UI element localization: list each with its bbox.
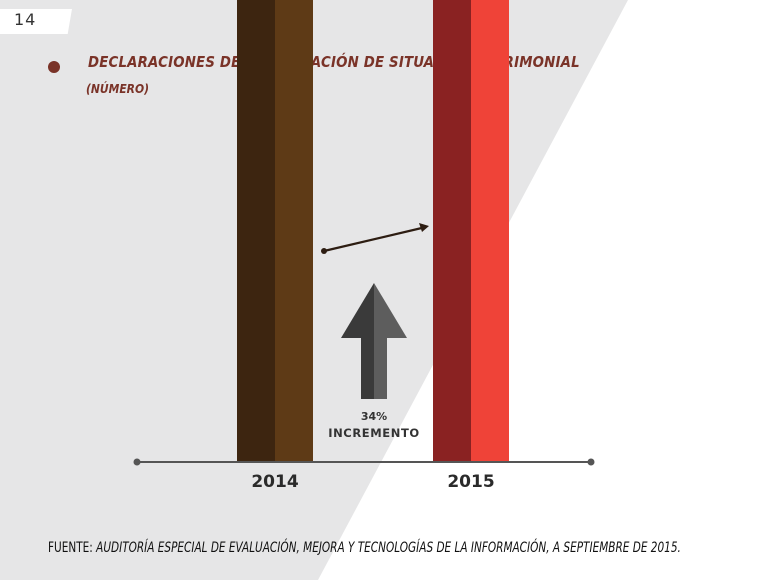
bars-group: 2,12220142,8372015 — [237, 0, 509, 492]
bar-2015-right-face — [471, 0, 509, 462]
increase-percent: 34% — [361, 410, 387, 423]
bar-2014-left-face — [237, 0, 275, 462]
page-number-tab — [0, 9, 72, 34]
increase-text: INCREMENTO — [328, 426, 420, 440]
chart-subtitle: (NÚMERO) — [86, 81, 150, 96]
bar-2014-right-face — [275, 0, 313, 462]
bar-2015-left-face — [433, 0, 471, 462]
page-number: 14 — [14, 10, 37, 29]
trend-connector — [321, 223, 429, 254]
up-arrow-icon — [341, 283, 407, 399]
title-bullet — [48, 61, 60, 73]
x-axis-end-dot — [587, 458, 595, 466]
source-text: AUDITORÍA ESPECIAL DE EVALUACIÓN, MEJORA… — [96, 540, 681, 556]
x-axis-start-dot — [133, 458, 141, 466]
category-label-2014: 2014 — [251, 472, 298, 492]
source-label: FUENTE: — [48, 540, 93, 556]
category-label-2015: 2015 — [447, 472, 494, 492]
source-note: FUENTE: AUDITORÍA ESPECIAL DE EVALUACIÓN… — [48, 540, 681, 556]
